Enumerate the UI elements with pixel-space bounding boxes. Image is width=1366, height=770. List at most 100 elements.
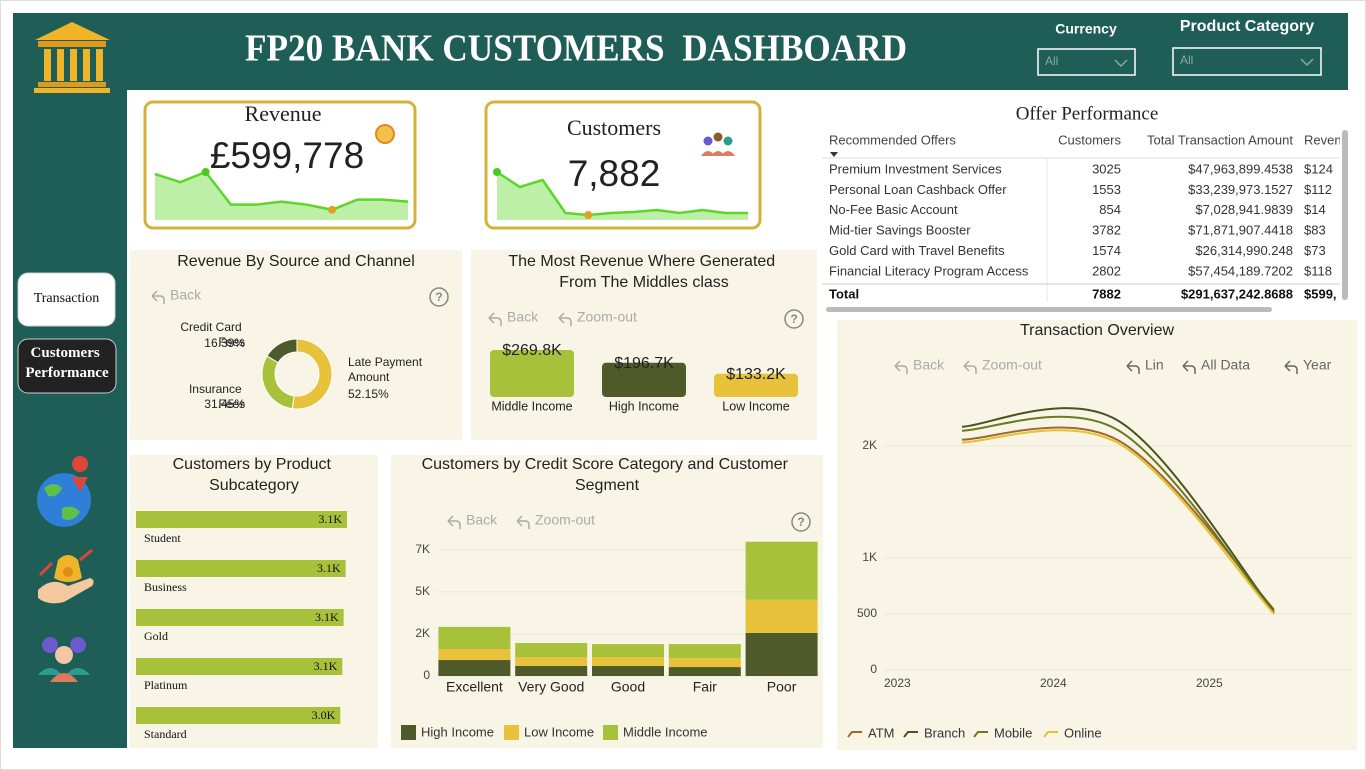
table-cell: $47,963,899.4538 bbox=[1188, 161, 1293, 176]
bar-value-label: 3.1K bbox=[317, 561, 341, 575]
column-header[interactable]: Customers bbox=[1058, 132, 1121, 147]
bar-segment bbox=[438, 660, 511, 676]
series-line bbox=[961, 429, 1275, 615]
table-cell: $112 bbox=[1304, 182, 1332, 197]
slice-value-label: 52.15% bbox=[348, 387, 389, 401]
bar-segment bbox=[438, 626, 511, 649]
horizontal-scrollbar[interactable] bbox=[826, 307, 1272, 312]
toolbar-icon bbox=[963, 360, 977, 374]
kpi-value: 7,882 bbox=[568, 153, 661, 194]
total-cell: $291,637,242.8688 bbox=[1181, 286, 1293, 301]
help-icon-label[interactable]: ? bbox=[797, 515, 804, 529]
bar bbox=[490, 350, 574, 397]
sparkline bbox=[154, 170, 409, 212]
category-label: Low Income bbox=[722, 399, 789, 413]
bar-value-label: $269.8K bbox=[502, 342, 562, 359]
filter-dropdown[interactable] bbox=[1037, 48, 1136, 76]
vertical-scrollbar[interactable] bbox=[1342, 130, 1348, 300]
table-cell: 3025 bbox=[1092, 161, 1121, 176]
bar-value-label: 3.1K bbox=[314, 659, 338, 673]
y-tick-label: 5K bbox=[415, 584, 430, 598]
bar-segment bbox=[745, 541, 818, 600]
filter-dropdown[interactable] bbox=[1172, 47, 1322, 76]
bar-segment bbox=[745, 599, 818, 633]
panel bbox=[471, 250, 817, 440]
x-tick-label: Very Good bbox=[518, 679, 584, 695]
toolbar-button[interactable]: Zoom-out bbox=[535, 512, 595, 528]
toolbar-button[interactable]: Back bbox=[507, 309, 539, 325]
chart-title: Revenue By Source and Channel bbox=[177, 253, 415, 270]
table-cell: Financial Literacy Program Access bbox=[829, 263, 1029, 278]
toolbar-button[interactable]: Zoom-out bbox=[577, 309, 637, 325]
toolbar-icon bbox=[1284, 360, 1298, 374]
bar-segment bbox=[592, 657, 664, 667]
toolbar-button[interactable]: Back bbox=[466, 512, 498, 528]
people-icon bbox=[713, 132, 723, 142]
toolbar-icon bbox=[447, 515, 461, 529]
nav-button-label: Customers Performance bbox=[25, 345, 109, 381]
legend-line bbox=[1043, 731, 1058, 738]
sparkline-max-point bbox=[493, 168, 501, 176]
y-tick-label: 0 bbox=[423, 668, 430, 682]
legend-swatch bbox=[603, 725, 618, 740]
legend-swatch bbox=[504, 725, 519, 740]
table-cell: $124 bbox=[1304, 161, 1333, 176]
toolbar-button[interactable]: All Data bbox=[1201, 357, 1250, 373]
toolbar-icon bbox=[151, 290, 165, 304]
table-cell: $26,314,990.248 bbox=[1195, 243, 1293, 258]
category-label: Middle Income bbox=[491, 399, 572, 413]
legend-label: Branch bbox=[924, 725, 965, 740]
category-label: Gold bbox=[144, 629, 168, 643]
dropdown-chevron bbox=[1114, 59, 1128, 68]
legend-line bbox=[847, 731, 862, 738]
bar-value-label: 3.0K bbox=[312, 708, 336, 722]
x-tick-label: 2024 bbox=[1040, 676, 1067, 690]
bar-segment bbox=[592, 644, 664, 658]
column-header[interactable]: Recommended Offers bbox=[829, 132, 956, 147]
help-icon-label[interactable]: ? bbox=[790, 312, 797, 326]
coin-icon bbox=[375, 124, 395, 144]
table-cell: $83 bbox=[1304, 223, 1326, 238]
chart-title: Transaction Overview bbox=[1020, 322, 1175, 339]
x-tick-label: 2025 bbox=[1196, 676, 1223, 690]
toolbar-icon bbox=[1182, 360, 1196, 374]
category-label: Standard bbox=[144, 727, 187, 741]
bar bbox=[136, 511, 347, 528]
header-bar bbox=[127, 13, 1348, 90]
panel bbox=[130, 455, 378, 748]
help-icon bbox=[784, 309, 804, 329]
table-cell: 1553 bbox=[1092, 182, 1121, 197]
nav-button[interactable] bbox=[17, 272, 116, 327]
column-header[interactable]: Reven bbox=[1304, 132, 1342, 147]
column-header[interactable]: Total Transaction Amount bbox=[1147, 132, 1293, 147]
slice-label: Late Payment Amount bbox=[348, 355, 425, 384]
x-tick-label: Fair bbox=[693, 679, 717, 695]
table-cell: Mid-tier Savings Booster bbox=[829, 223, 971, 238]
table-cell: 2802 bbox=[1092, 263, 1121, 278]
kpi-value: £599,778 bbox=[210, 135, 364, 176]
toolbar-button[interactable]: Back bbox=[170, 287, 202, 303]
bar-segment bbox=[592, 666, 664, 676]
toolbar-button[interactable]: Zoom-out bbox=[982, 357, 1042, 373]
table-cell: $7,028,941.9839 bbox=[1195, 202, 1293, 217]
filter-label: Currency bbox=[1055, 21, 1117, 37]
bar-segment bbox=[668, 658, 741, 668]
toolbar-icon bbox=[558, 312, 572, 326]
toolbar-button[interactable]: Lin bbox=[1145, 357, 1164, 373]
toolbar-button[interactable]: Year bbox=[1303, 357, 1332, 373]
x-tick-label: 2023 bbox=[884, 676, 911, 690]
table-cell: $33,239,973.1527 bbox=[1188, 182, 1293, 197]
chart-title: Customers by Product Subcategory bbox=[173, 456, 336, 494]
category-label: Student bbox=[144, 531, 181, 545]
table-cell: 1574 bbox=[1092, 243, 1121, 258]
toolbar-button[interactable]: Back bbox=[913, 357, 945, 373]
nav-button[interactable] bbox=[17, 338, 117, 394]
dashboard-title: FP20 BANK CUSTOMERS DASHBOARD bbox=[245, 28, 907, 70]
help-icon-label[interactable]: ? bbox=[435, 290, 442, 304]
slice-label: Insurance Fees bbox=[189, 382, 245, 411]
legend-line bbox=[903, 731, 918, 738]
filter-value: All bbox=[1180, 53, 1193, 67]
bank-icon bbox=[34, 22, 110, 93]
bar bbox=[136, 707, 341, 724]
